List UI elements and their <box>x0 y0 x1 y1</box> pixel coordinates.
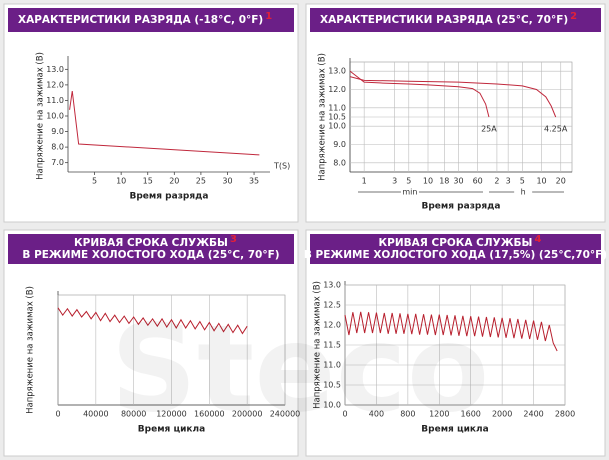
chart-title: В РЕЖИМЕ ХОЛОСТОГО ХОДА (17,5%) (25°C,70… <box>304 249 607 261</box>
x-tick-label: 30 <box>453 177 463 186</box>
x-tick-label: 10 <box>116 177 126 186</box>
group-label: h <box>521 188 526 197</box>
watermark: Steco <box>111 301 490 440</box>
badge: 1 <box>265 11 272 22</box>
x-tick-label: 5 <box>406 177 411 186</box>
chart-title: В РЕЖИМЕ ХОЛОСТОГО ХОДА (25°C, 70°F) <box>22 249 279 261</box>
y-axis-label: Напряжение на зажимах (В) <box>313 281 323 409</box>
x-tick-label: 200000 <box>232 410 263 419</box>
x-tick-label: 5 <box>520 177 525 186</box>
x-axis-label: Время цикла <box>138 425 205 435</box>
y-tick-label: 8.0 <box>51 143 64 152</box>
y-tick-label: 13.0 <box>46 65 64 74</box>
x-axis-label: Время разряда <box>422 202 501 212</box>
y-tick-label: 9.0 <box>333 140 346 149</box>
y-tick-label: 7.0 <box>51 158 64 167</box>
y-tick-label: 11.0 <box>323 361 341 370</box>
x-tick-label: 10 <box>423 177 433 186</box>
x-tick-label: 2800 <box>555 410 575 419</box>
y-tick-label: 10.5 <box>328 113 346 122</box>
y-tick-label: 13.0 <box>323 281 341 290</box>
x-tick-label: 25 <box>196 177 206 186</box>
x-axis-label: Время разряда <box>130 192 209 202</box>
y-tick-label: 12.0 <box>328 85 346 94</box>
y-tick-label: 12.0 <box>323 321 341 330</box>
x-tick-label: 5 <box>92 177 97 186</box>
x-tick-label: 800 <box>400 410 415 419</box>
group-label: min <box>402 188 417 197</box>
y-tick-label: 10.0 <box>46 112 64 121</box>
x-tick-label: 20 <box>556 177 566 186</box>
y-tick-label: 10.0 <box>323 401 341 410</box>
y-tick-label: 11.0 <box>46 96 64 105</box>
x-tick-label: 0 <box>342 410 347 419</box>
x-tick-label: 0 <box>55 410 60 419</box>
series-line <box>349 70 490 118</box>
header-bar <box>310 234 601 264</box>
x-tick-label: 10 <box>536 177 546 186</box>
x-tick-label: 40000 <box>83 410 108 419</box>
x-tick-label: 2000 <box>492 410 512 419</box>
series-line <box>349 76 557 118</box>
chart-title: ХАРАКТЕРИСТИКИ РАЗРЯДА (-18°C, 0°F) <box>18 14 263 26</box>
x-tick-label: 120000 <box>156 410 187 419</box>
x-tick-label: 3 <box>506 177 511 186</box>
x-tick-label: 1600 <box>461 410 481 419</box>
panel <box>3 229 299 457</box>
header-bar <box>310 8 601 32</box>
y-tick-label: 8.0 <box>333 158 346 167</box>
y-axis-label: Напряжение на зажимах (В) <box>318 53 328 181</box>
header-bar <box>8 234 294 264</box>
x-tick-label: 18 <box>439 177 449 186</box>
y-tick-label: 9.0 <box>51 127 64 136</box>
y-tick-label: 10.5 <box>323 381 341 390</box>
chart-title: КРИВАЯ СРОКА СЛУЖБЫ <box>74 237 228 249</box>
x-tick-label: 2400 <box>523 410 543 419</box>
x-tick-label: 35 <box>249 177 259 186</box>
y-tick-label: 11.5 <box>323 341 341 350</box>
series-label: 4.25A <box>544 125 568 134</box>
badge: 2 <box>570 11 577 22</box>
x-tick-label: 3 <box>392 177 397 186</box>
series-line <box>69 91 260 156</box>
series-line <box>344 311 558 352</box>
y-tick-label: 11.0 <box>328 103 346 112</box>
chart-title: ХАРАКТЕРИСТИКИ РАЗРЯДА (25°C, 70°F) <box>320 14 568 26</box>
y-tick-label: 12.0 <box>46 80 64 89</box>
series-label: 25A <box>481 125 497 134</box>
badge: 4 <box>534 234 541 245</box>
group-bg <box>400 187 419 197</box>
y-tick-label: 13.0 <box>328 67 346 76</box>
x-tick-label: 1 <box>362 177 367 186</box>
x-tick-label: 1200 <box>429 410 449 419</box>
x-tick-label: 30 <box>222 177 232 186</box>
panel <box>305 229 606 457</box>
series-line <box>57 307 248 335</box>
x-tick-label: 240000 <box>270 410 301 419</box>
chart-title: КРИВАЯ СРОКА СЛУЖБЫ <box>379 237 533 249</box>
header-bar <box>8 8 294 32</box>
panel <box>3 3 299 223</box>
x-axis-label: Время цикла <box>421 425 488 435</box>
y-axis-label: Напряжение на зажимах (В) <box>36 52 46 180</box>
x-tick-label: 160000 <box>194 410 225 419</box>
x-tick-label: 20 <box>169 177 179 186</box>
group-bg <box>514 187 533 197</box>
x-tick-label: 80000 <box>121 410 146 419</box>
x-tick-label: 2 <box>494 177 499 186</box>
badge: 3 <box>230 234 237 245</box>
x-tick-label: 15 <box>143 177 153 186</box>
panel <box>305 3 606 223</box>
y-tick-label: 12.5 <box>323 301 341 310</box>
x-tick-label: 400 <box>369 410 384 419</box>
x-tick-label: 60 <box>473 177 483 186</box>
y-tick-label: 10.0 <box>328 122 346 131</box>
y-axis-label: Напряжение на зажимах (В) <box>26 286 36 414</box>
x-unit: T(S) <box>273 162 290 171</box>
